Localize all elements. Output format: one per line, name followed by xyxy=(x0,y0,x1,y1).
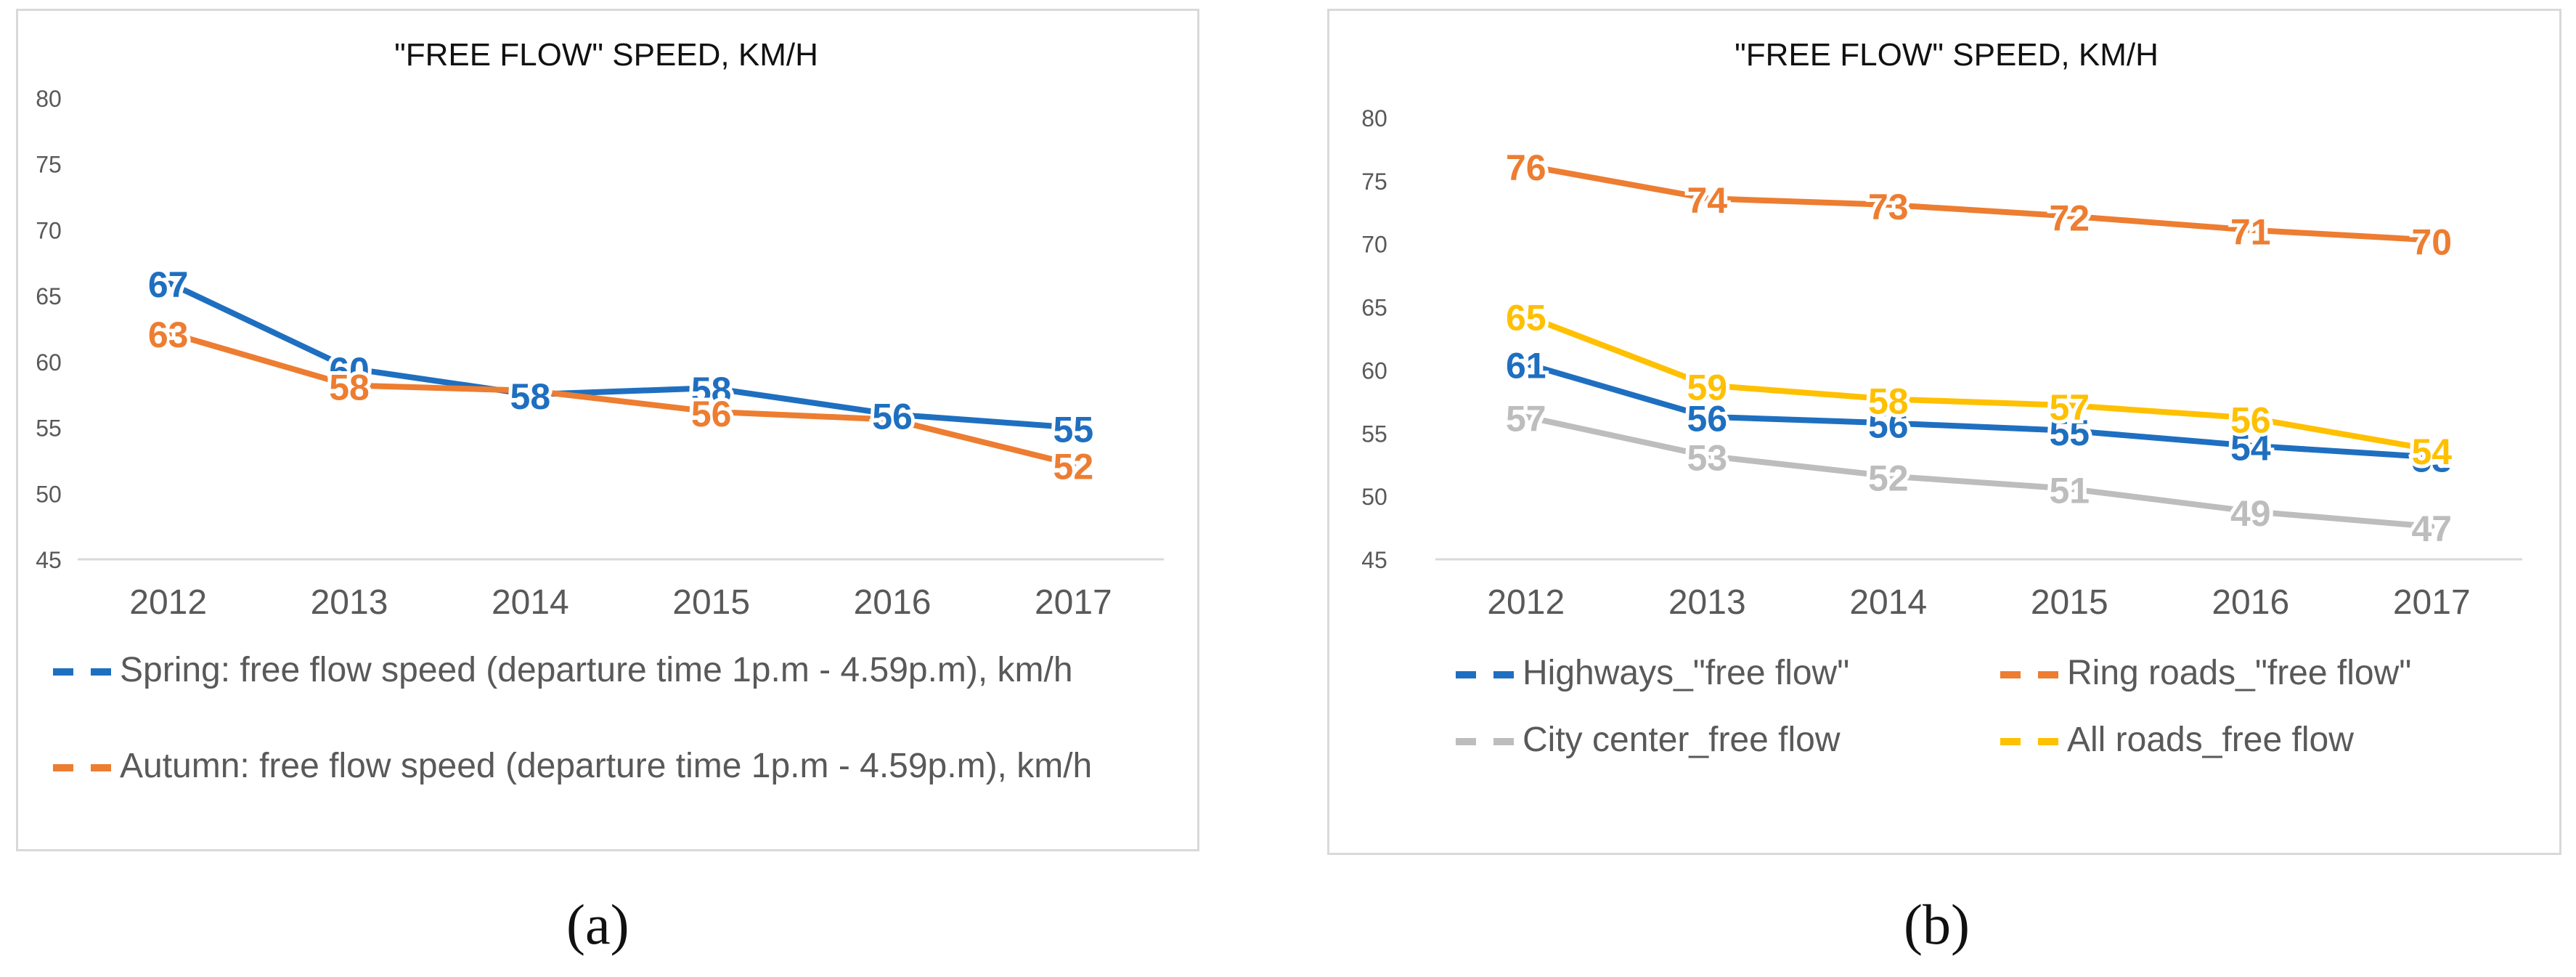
legend-label-spring: Spring: free flow speed (departure time … xyxy=(120,651,1073,689)
chart-a-x-tick-2012: 2012 xyxy=(129,583,207,622)
chart-panel-b: "FREE FLOW" SPEED, KM/H 45 50 55 60 65 70 75 80 2… xyxy=(1327,9,2561,855)
chart-a-data-label-s0-4: 56 xyxy=(872,396,913,437)
chart-b-data-label-s2-3: 51 xyxy=(2049,471,2090,511)
chart-b-data-label-s2-2: 52 xyxy=(1868,458,1909,498)
chart-b-data-label-s1-5: 70 xyxy=(2411,222,2452,263)
chart-a-x-tick-2016: 2016 xyxy=(854,583,932,622)
chart-a-data-label-s0-5: 55 xyxy=(1053,410,1094,450)
legend-label-all-roads: All roads_free flow xyxy=(2067,721,2354,759)
chart-a-data-label-s0-1: 60 xyxy=(329,350,370,391)
chart-b-data-label-s1-3: 72 xyxy=(2049,198,2090,238)
chart-b-data-label-s0-3: 55 xyxy=(2049,413,2090,453)
chart-b-y-tick-60: 60 xyxy=(1361,357,1387,384)
chart-a-data-label-s1-0: 63 xyxy=(148,315,189,355)
chart-b-series-line-2 xyxy=(1523,413,2435,530)
chart-a-y-tick-70: 70 xyxy=(36,217,62,243)
chart-b-title: "FREE FLOW" SPEED, KM/H xyxy=(1735,37,2159,73)
chart-b-y-tick-45: 45 xyxy=(1361,547,1387,573)
chart-b-x-tick-2012: 2012 xyxy=(1487,583,1565,622)
legend-b-city-center: City center_free flow xyxy=(1456,720,1841,760)
chart-a-data-label-s0-3: 58 xyxy=(691,370,732,410)
caption-b: (b) xyxy=(1904,893,1970,956)
chart-a-data-label-s1-5: 52 xyxy=(1053,446,1094,487)
legend-swatch-autumn xyxy=(53,764,111,772)
chart-b-series-line-3 xyxy=(1523,312,2435,453)
chart-b-data-label-s0-0: 61 xyxy=(1506,346,1546,386)
chart-b-data-label-s0-1: 56 xyxy=(1687,399,1727,439)
chart-b-data-label-s3-4: 56 xyxy=(2230,400,2271,440)
legend-b-ring-roads: Ring roads_"free flow" xyxy=(2000,653,2411,693)
legend-swatch-all-roads xyxy=(2000,738,2058,746)
chart-b-data-label-s1-0: 76 xyxy=(1506,147,1546,188)
chart-a-series-line-1 xyxy=(165,329,1077,468)
chart-b-y-tick-80: 80 xyxy=(1361,105,1387,131)
legend-label-city-center: City center_free flow xyxy=(1523,721,1841,759)
chart-b-data-label-s0-5: 53 xyxy=(2411,439,2452,479)
chart-b-x-tick-2015: 2015 xyxy=(2031,583,2108,622)
chart-b-y-tick-55: 55 xyxy=(1361,421,1387,447)
chart-b-data-label-s2-4: 49 xyxy=(2230,493,2271,534)
legend-label-highways: Highways_"free flow" xyxy=(1523,654,1850,692)
chart-b-data-label-s1-2: 73 xyxy=(1868,187,1909,227)
chart-b-svg: "FREE FLOW" SPEED, KM/H 45 50 55 60 65 70 75 80 2… xyxy=(1361,37,2522,622)
chart-a-y-tick-65: 65 xyxy=(36,283,62,309)
chart-b-x-tick-2017: 2017 xyxy=(2393,583,2471,622)
chart-b-data-label-s3-5: 54 xyxy=(2411,431,2452,472)
chart-b-data-label-s3-2: 58 xyxy=(1868,381,1909,421)
chart-a-data-label-s1-1: 58 xyxy=(329,368,370,408)
chart-b-series-line-0 xyxy=(1523,360,2435,461)
chart-a-x-tick-2014: 2014 xyxy=(492,583,569,622)
legend-label-ring-roads: Ring roads_"free flow" xyxy=(2067,654,2412,692)
chart-b-data-label-s3-1: 59 xyxy=(1687,367,1727,408)
chart-b-x-tick-2013: 2013 xyxy=(1668,583,1746,622)
chart-a-y-tick-55: 55 xyxy=(36,415,62,442)
chart-a-data-label-s0-2: 58 xyxy=(510,376,551,417)
chart-b-data-label-s3-0: 65 xyxy=(1506,298,1546,338)
chart-b-y-tick-65: 65 xyxy=(1361,295,1387,321)
legend-b-highways: Highways_"free flow" xyxy=(1456,653,1849,693)
legend-label-autumn: Autumn: free flow speed (departure time … xyxy=(120,747,1093,785)
chart-b-y-tick-75: 75 xyxy=(1361,169,1387,195)
chart-b-x-tick-2014: 2014 xyxy=(1849,583,1927,622)
chart-a-y-tick-75: 75 xyxy=(36,152,62,178)
legend-swatch-city-center xyxy=(1456,738,1514,746)
chart-b-y-tick-50: 50 xyxy=(1361,484,1387,510)
chart-a-title: "FREE FLOW" SPEED, KM/H xyxy=(394,37,818,73)
chart-b-y-tick-70: 70 xyxy=(1361,232,1387,258)
chart-b-series-line-1 xyxy=(1523,163,2435,243)
chart-b-x-tick-2016: 2016 xyxy=(2212,583,2289,622)
legend-swatch-ring-roads xyxy=(2000,671,2058,679)
legend-b-all-roads: All roads_free flow xyxy=(2000,720,2354,760)
chart-a-y-tick-45: 45 xyxy=(36,547,62,573)
chart-a-y-tick-80: 80 xyxy=(36,86,62,112)
chart-b-data-label-s0-4: 54 xyxy=(2230,428,2271,469)
chart-a-series-line-0 xyxy=(165,280,1077,431)
chart-a-svg: "FREE FLOW" SPEED, KM/H 45 50 55 60 65 70 75 80 2… xyxy=(36,37,1164,622)
legend-a-autumn: Autumn: free flow speed (departure time … xyxy=(53,746,1092,786)
chart-b-data-label-s0-2: 56 xyxy=(1868,405,1909,445)
chart-b-data-label-s2-0: 57 xyxy=(1506,399,1546,439)
caption-a: (a) xyxy=(566,893,629,956)
chart-a-x-tick-2013: 2013 xyxy=(311,583,388,622)
chart-b-data-label-s1-1: 74 xyxy=(1687,180,1727,221)
legend-swatch-highways xyxy=(1456,671,1514,679)
chart-b-data-label-s2-5: 47 xyxy=(2411,508,2452,549)
chart-b-data-label-s2-1: 53 xyxy=(1687,438,1727,479)
legend-a-spring: Spring: free flow speed (departure time … xyxy=(53,650,1073,690)
chart-b-data-label-s1-4: 71 xyxy=(2230,212,2271,253)
chart-a-y-tick-60: 60 xyxy=(36,349,62,376)
chart-a-data-label-s0-0: 67 xyxy=(148,264,189,305)
chart-a-x-tick-2015: 2015 xyxy=(672,583,750,622)
legend-swatch-spring xyxy=(53,668,111,676)
chart-b-data-label-s3-3: 57 xyxy=(2049,387,2090,428)
chart-a-x-tick-2017: 2017 xyxy=(1035,583,1112,622)
chart-a-y-tick-50: 50 xyxy=(36,481,62,507)
chart-a-data-label-s1-3: 56 xyxy=(691,394,732,434)
chart-panel-a: "FREE FLOW" SPEED, KM/H 45 50 55 60 65 70 75 80 2… xyxy=(16,9,1199,851)
